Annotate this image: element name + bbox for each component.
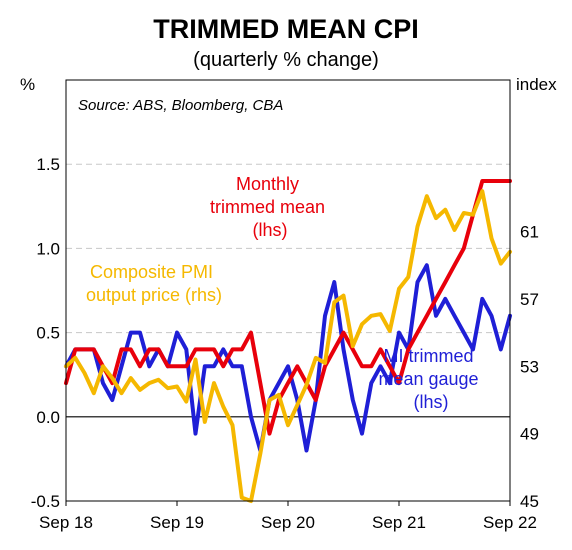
series-line-pmi (64, 189, 512, 503)
x-tick-label: Sep 18 (39, 513, 93, 532)
right-tick-label: 49 (520, 425, 539, 444)
left-axis-unit: % (20, 75, 35, 94)
right-axis-unit: index (516, 75, 557, 94)
x-tick-label: Sep 19 (150, 513, 204, 532)
left-tick-label: -0.5 (31, 492, 60, 511)
x-tick-label: Sep 20 (261, 513, 315, 532)
left-tick-label: 0.5 (36, 324, 60, 343)
series-line-monthly_tm (64, 179, 512, 436)
series-lines (64, 179, 512, 503)
chart-subtitle: (quarterly % change) (193, 49, 379, 71)
x-tick-label: Sep 22 (483, 513, 537, 532)
left-tick-label: 1.5 (36, 155, 60, 174)
left-tick-label: 0.0 (36, 408, 60, 427)
chart-title: TRIMMED MEAN CPI (153, 14, 419, 44)
left-tick-label: 1.0 (36, 239, 60, 258)
source-note: Source: ABS, Bloomberg, CBA (78, 97, 283, 114)
right-tick-label: 53 (520, 357, 539, 376)
plot-frame (65, 79, 511, 502)
series-line-mi_gauge (64, 263, 512, 453)
x-tick-label: Sep 21 (372, 513, 426, 532)
annotation-mi-gauge: MI trimmed mean gauge (lhs) (378, 346, 483, 412)
axis-ticks: -0.5 0.0 0.5 1.0 1.5 45 49 53 57 61 Sep 18 Sep 19 Se… (31, 155, 539, 532)
right-tick-label: 61 (520, 223, 539, 242)
annotation-monthly-trimmed-mean: Monthly trimmed mean (lhs) (210, 174, 330, 240)
right-tick-label: 57 (520, 290, 539, 309)
right-tick-label: 45 (520, 492, 539, 511)
annotation-composite-pmi: Composite PMI output price (rhs) (86, 262, 222, 305)
